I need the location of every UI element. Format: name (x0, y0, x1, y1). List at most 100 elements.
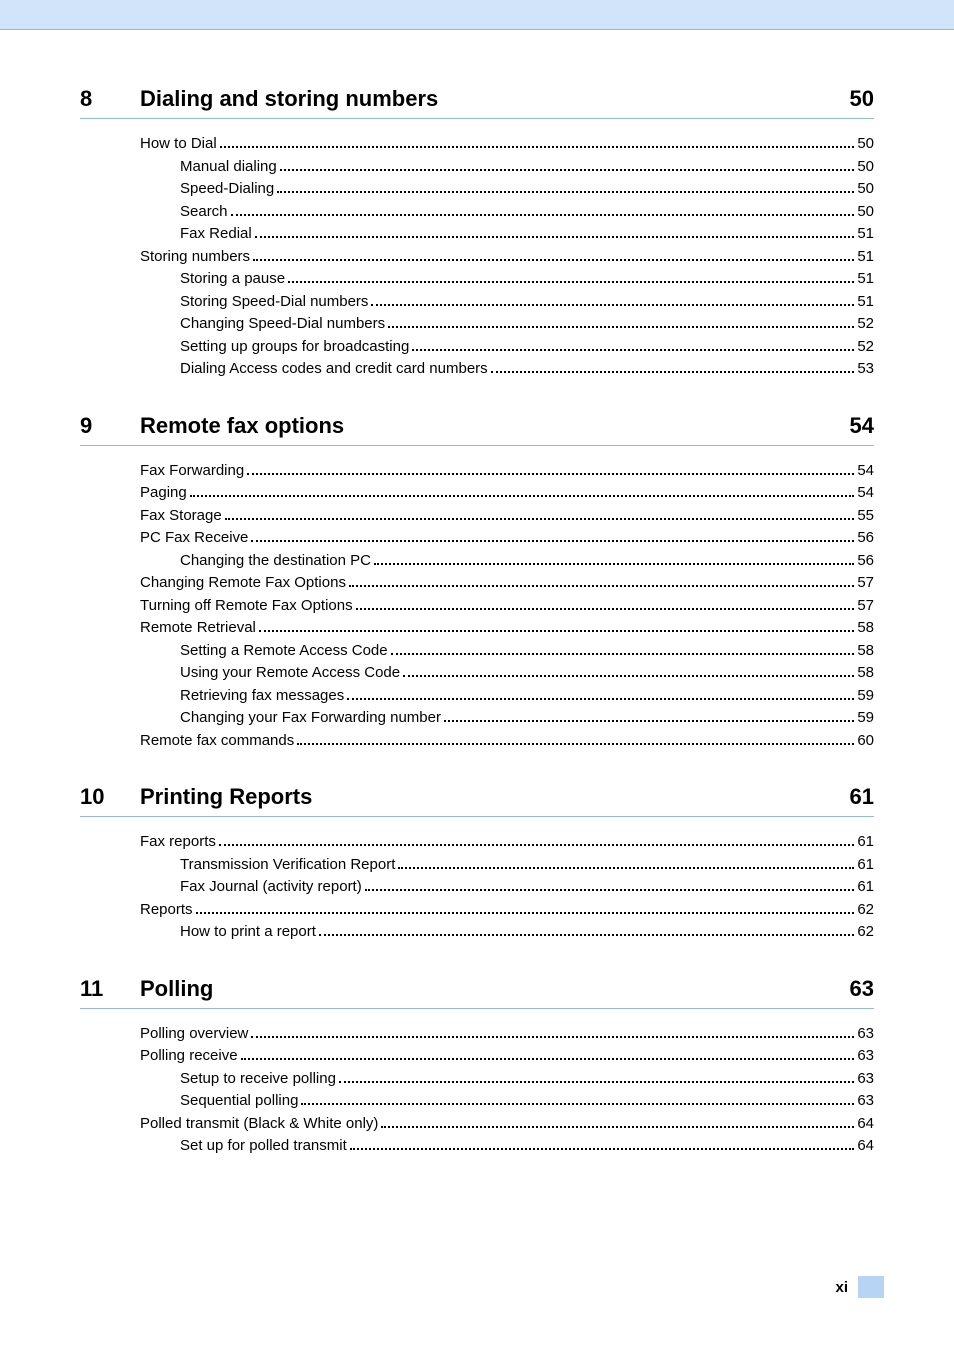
toc-row[interactable]: Transmission Verification Report61 (140, 854, 874, 877)
toc-row[interactable]: Polling receive 63 (140, 1045, 874, 1068)
toc-row[interactable]: Dialing Access codes and credit card num… (140, 358, 874, 381)
toc-row[interactable]: Using your Remote Access Code58 (140, 662, 874, 685)
toc-leader (391, 653, 855, 655)
toc-row[interactable]: Paging54 (140, 482, 874, 505)
toc-leader (365, 889, 855, 891)
toc-leader (225, 518, 855, 520)
toc-label: Polled transmit (Black & White only) (140, 1113, 378, 1136)
toc-row[interactable]: Changing Remote Fax Options57 (140, 572, 874, 595)
toc-leader (347, 698, 854, 700)
toc-label: Reports (140, 899, 193, 922)
toc-label: Polling receive (140, 1045, 238, 1068)
toc-page: 58 (857, 640, 874, 663)
toc-row[interactable]: Manual dialing50 (140, 156, 874, 179)
section-header: 9Remote fax options54 (80, 413, 874, 446)
toc-leader (219, 844, 854, 846)
section-number: 10 (80, 784, 140, 810)
toc-label: How to Dial (140, 133, 217, 156)
toc-row[interactable]: Fax Storage55 (140, 505, 874, 528)
toc-leader (247, 473, 854, 475)
section-header: 10Printing Reports61 (80, 784, 874, 817)
toc-leader (350, 1148, 855, 1150)
toc-page: 51 (857, 268, 874, 291)
toc-label: Fax Redial (180, 223, 252, 246)
toc-row[interactable]: Polling overview63 (140, 1023, 874, 1046)
toc-label: How to print a report (180, 921, 316, 944)
footer-tab (858, 1276, 884, 1298)
toc-leader (339, 1081, 854, 1083)
toc-row[interactable]: Speed-Dialing50 (140, 178, 874, 201)
toc-label: Search (180, 201, 228, 224)
toc-label: Remote fax commands (140, 730, 294, 753)
toc-page: 64 (857, 1135, 874, 1158)
toc-row[interactable]: Setting up groups for broadcasting52 (140, 336, 874, 359)
toc-label: Manual dialing (180, 156, 277, 179)
toc-label: Retrieving fax messages (180, 685, 344, 708)
toc-label: Storing a pause (180, 268, 285, 291)
toc-leader (220, 146, 855, 148)
toc-label: Using your Remote Access Code (180, 662, 400, 685)
toc-leader (374, 563, 854, 565)
toc-leader (491, 371, 855, 373)
toc-row[interactable]: Retrieving fax messages 59 (140, 685, 874, 708)
toc-list: Fax reports 61Transmission Verification R… (80, 831, 874, 944)
toc-row[interactable]: Storing a pause 51 (140, 268, 874, 291)
toc-row[interactable]: Reports62 (140, 899, 874, 922)
footer: xi (835, 1276, 884, 1298)
toc-page: 57 (857, 572, 874, 595)
toc-label: Polling overview (140, 1023, 248, 1046)
toc-row[interactable]: Sequential polling63 (140, 1090, 874, 1113)
toc-row[interactable]: Polled transmit (Black & White only)64 (140, 1113, 874, 1136)
toc-row[interactable]: Changing your Fax Forwarding number 59 (140, 707, 874, 730)
toc-leader (297, 743, 854, 745)
toc-row[interactable]: PC Fax Receive56 (140, 527, 874, 550)
toc-row[interactable]: How to Dial50 (140, 133, 874, 156)
toc-page: 63 (857, 1045, 874, 1068)
toc-label: Paging (140, 482, 187, 505)
toc-row[interactable]: How to print a report 62 (140, 921, 874, 944)
section-page: 63 (850, 976, 874, 1002)
toc-page: 60 (857, 730, 874, 753)
toc-row[interactable]: Fax Redial 51 (140, 223, 874, 246)
toc-leader (444, 720, 854, 722)
toc-leader (381, 1126, 854, 1128)
toc-page: 51 (857, 246, 874, 269)
section-title[interactable]: Printing Reports (140, 784, 850, 810)
toc-row[interactable]: Remote Retrieval58 (140, 617, 874, 640)
toc-row[interactable]: Storing Speed-Dial numbers51 (140, 291, 874, 314)
toc-row[interactable]: Changing the destination PC56 (140, 550, 874, 573)
section-number: 8 (80, 86, 140, 112)
toc-page: 62 (857, 921, 874, 944)
toc-leader (241, 1058, 855, 1060)
toc-page: 59 (857, 685, 874, 708)
section-title[interactable]: Dialing and storing numbers (140, 86, 850, 112)
toc-row[interactable]: Setting a Remote Access Code58 (140, 640, 874, 663)
toc-row[interactable]: Remote fax commands 60 (140, 730, 874, 753)
toc-label: Fax reports (140, 831, 216, 854)
toc-section: 8Dialing and storing numbers50How to Dia… (80, 86, 874, 381)
toc-page: 54 (857, 460, 874, 483)
toc-page: 50 (857, 201, 874, 224)
toc-row[interactable]: Fax reports 61 (140, 831, 874, 854)
toc-row[interactable]: Fax Journal (activity report)61 (140, 876, 874, 899)
toc-row[interactable]: Set up for polled transmit64 (140, 1135, 874, 1158)
toc-page: 61 (857, 831, 874, 854)
section-title[interactable]: Polling (140, 976, 850, 1002)
toc-leader (349, 585, 854, 587)
section-page: 61 (850, 784, 874, 810)
toc-page: 58 (857, 617, 874, 640)
toc-page: 59 (857, 707, 874, 730)
toc-row[interactable]: Storing numbers51 (140, 246, 874, 269)
toc-list: Polling overview63Polling receive 63Setup… (80, 1023, 874, 1158)
toc-row[interactable]: Turning off Remote Fax Options57 (140, 595, 874, 618)
toc-page: 51 (857, 223, 874, 246)
toc-row[interactable]: Setup to receive polling63 (140, 1068, 874, 1091)
toc-label: Changing your Fax Forwarding number (180, 707, 441, 730)
section-title[interactable]: Remote fax options (140, 413, 850, 439)
section-page: 50 (850, 86, 874, 112)
toc-row[interactable]: Changing Speed-Dial numbers52 (140, 313, 874, 336)
page-number: xi (835, 1279, 848, 1296)
toc-row[interactable]: Search 50 (140, 201, 874, 224)
toc-label: Fax Journal (activity report) (180, 876, 362, 899)
toc-row[interactable]: Fax Forwarding54 (140, 460, 874, 483)
